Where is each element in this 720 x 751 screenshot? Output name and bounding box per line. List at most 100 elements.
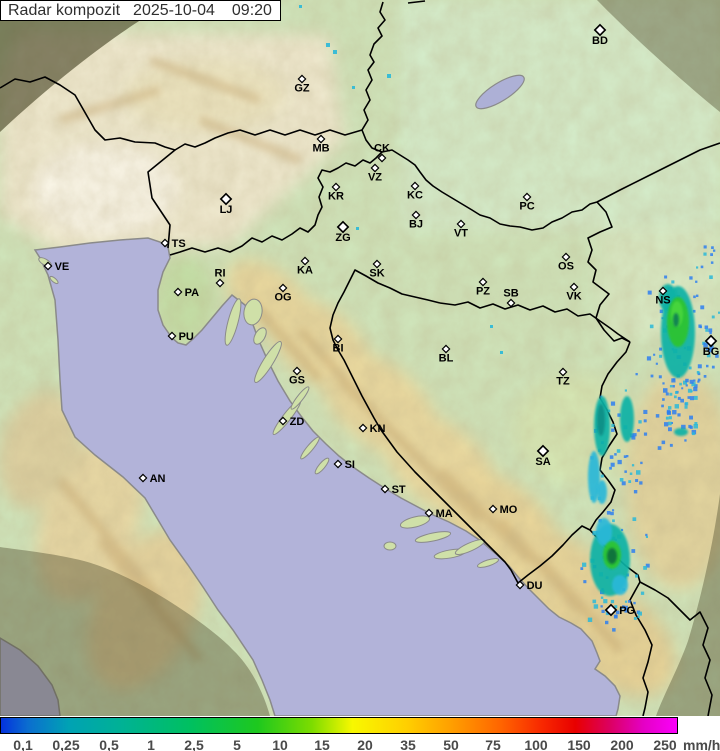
city-label: BJ	[409, 219, 423, 231]
city-st: ST	[380, 484, 406, 496]
city-marker-icon	[658, 286, 668, 296]
observation-date: 2025-10-04	[133, 1, 215, 19]
legend-tick-label: 20	[357, 737, 373, 751]
city-bd: BD	[592, 23, 608, 47]
city-label: KN	[370, 423, 386, 435]
city-label: LJ	[220, 204, 233, 216]
observation-time: 09:20	[231, 1, 272, 19]
city-tz: TZ	[556, 367, 570, 388]
city-marker-icon	[316, 134, 326, 144]
city-lj: LJ	[220, 192, 233, 216]
city-kn: KN	[358, 423, 386, 435]
city-mb: MB	[312, 134, 330, 155]
city-pz: PZ	[476, 277, 490, 298]
legend-tick-label: 100	[524, 737, 548, 751]
city-marker-icon	[558, 367, 568, 377]
title-bar: Radar kompozit 2025-10-04 09:20	[0, 0, 281, 21]
legend-tick-label: 5	[233, 737, 241, 751]
city-marker-icon	[506, 298, 516, 308]
city-marker-icon	[456, 219, 466, 229]
city-marker-icon	[160, 238, 170, 248]
legend-tick-label: 0,1	[13, 737, 33, 751]
city-marker-icon	[333, 459, 343, 469]
radar-map: VE TS LJ RI PA PU GZ MB CK VZ KR KC ZG BJ VT PC KA SK OG OS…	[0, 0, 720, 716]
city-label: RI	[215, 267, 226, 279]
legend-tick-label: 50	[443, 737, 459, 751]
city-marker-icon	[569, 282, 579, 292]
radar-precipitation-cells	[299, 5, 720, 632]
cell-novi-sad	[643, 245, 720, 450]
tyrrhenian-sea	[0, 637, 61, 716]
city-label: BD	[592, 35, 608, 47]
city-label: KC	[407, 190, 423, 202]
city-marker-icon	[410, 181, 420, 191]
city-ck: CK	[374, 142, 390, 163]
city-label: MO	[500, 504, 518, 516]
city-marker-icon	[292, 366, 302, 376]
city-zg: ZG	[335, 220, 351, 244]
city-mo: MO	[488, 504, 518, 516]
legend-tick-label: 75	[485, 737, 501, 751]
city-marker-icon	[331, 182, 341, 192]
city-label: PC	[519, 201, 534, 213]
city-marker-icon	[593, 23, 607, 37]
city-marker-icon	[380, 484, 390, 494]
city-label: NS	[655, 295, 670, 307]
city-ns: NS	[655, 286, 671, 307]
legend-tick-label: 250	[653, 737, 677, 751]
city-label: OG	[274, 292, 291, 304]
city-marker-icon	[411, 210, 421, 220]
city-label: SI	[345, 459, 355, 471]
cell-drina-streaks	[588, 364, 707, 516]
city-ts: TS	[160, 238, 186, 250]
city-marker-icon	[370, 163, 380, 173]
city-label: CK	[374, 142, 390, 154]
city-marker-icon	[333, 334, 343, 344]
city-markers: VE TS LJ RI PA PU GZ MB CK VZ KR KC ZG BJ VT PC KA SK OG OS…	[43, 23, 719, 617]
legend-tick-label: 2,5	[184, 737, 204, 751]
city-marker-icon	[278, 283, 288, 293]
city-label: GS	[289, 375, 305, 387]
city-marker-icon	[522, 192, 532, 202]
city-bi: BI	[333, 334, 344, 355]
city-marker-icon	[441, 344, 451, 354]
intensity-colorbar	[0, 717, 678, 734]
product-name: Radar kompozit	[8, 1, 121, 19]
city-pg: PG	[604, 603, 635, 617]
city-label: DU	[527, 580, 543, 592]
city-marker-icon	[43, 261, 53, 271]
adriatic-islands	[38, 257, 500, 568]
city-marker-icon	[300, 256, 310, 266]
city-label: BL	[439, 353, 454, 365]
city-zd: ZD	[278, 416, 304, 428]
city-marker-icon	[278, 416, 288, 426]
city-label: SB	[503, 287, 518, 299]
city-marker-icon	[536, 444, 550, 458]
lake-balaton	[475, 74, 525, 110]
city-marker-icon	[215, 278, 225, 288]
city-marker-icon	[336, 220, 350, 234]
radar-range-mask-nw	[0, 0, 150, 132]
city-label: VZ	[368, 172, 382, 184]
city-label: SA	[535, 456, 550, 468]
legend-tick-label: 0,25	[52, 737, 80, 751]
city-vk: VK	[566, 282, 582, 303]
city-vz: VZ	[368, 163, 382, 184]
city-label: GZ	[294, 83, 310, 95]
city-label: AN	[150, 473, 166, 485]
city-an: AN	[138, 473, 166, 485]
city-sa: SA	[535, 444, 551, 468]
country-borders	[0, 0, 720, 716]
city-pc: PC	[519, 192, 535, 213]
city-marker-icon	[377, 153, 387, 163]
city-kr: KR	[328, 182, 344, 203]
legend-tick-label: 0,5	[99, 737, 119, 751]
city-label: TS	[172, 238, 186, 250]
city-og: OG	[274, 283, 292, 304]
city-marker-icon	[478, 277, 488, 287]
city-label: ST	[392, 484, 406, 496]
city-label: SK	[369, 268, 384, 280]
city-marker-icon	[515, 580, 525, 590]
city-marker-icon	[372, 259, 382, 269]
